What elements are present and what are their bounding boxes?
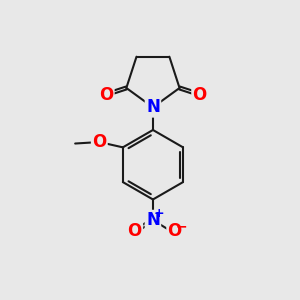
Text: O: O bbox=[99, 85, 113, 103]
Text: O: O bbox=[193, 85, 207, 103]
Text: O: O bbox=[128, 222, 142, 240]
Text: −: − bbox=[176, 219, 187, 233]
Text: O: O bbox=[92, 133, 106, 151]
Text: +: + bbox=[154, 207, 165, 220]
Text: O: O bbox=[168, 222, 182, 240]
Text: N: N bbox=[146, 98, 160, 116]
Text: N: N bbox=[146, 211, 160, 229]
